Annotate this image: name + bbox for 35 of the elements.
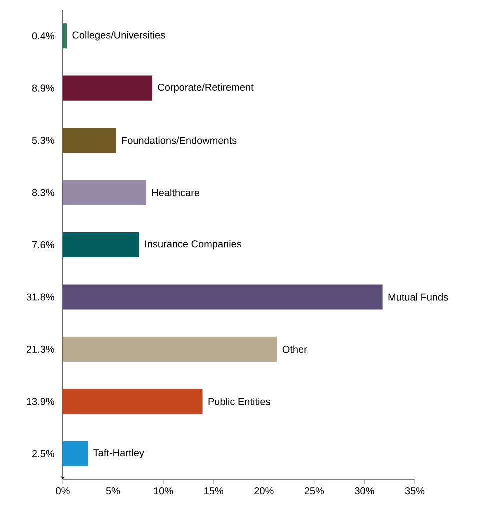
y-tick-label: Foundations/Endowments: [122, 136, 237, 144]
y-tick-label: Other: [282, 346, 308, 354]
bar: [63, 24, 68, 49]
bar: [63, 284, 383, 310]
x-tick-label: 30%: [355, 488, 374, 495]
bar: [63, 180, 146, 206]
y-tick-label: Colleges/Universities: [72, 31, 166, 41]
bar: [63, 232, 140, 258]
x-tick-label: 35%: [405, 488, 425, 495]
y-tick-label: Public Entities: [208, 398, 270, 406]
data-label: 31.8%: [26, 294, 54, 301]
y-tick-label: Healthcare: [152, 189, 200, 196]
y-tick-label: Taft-Hartley: [94, 449, 144, 459]
x-tick-label: 20%: [254, 488, 274, 495]
bar: [63, 128, 116, 154]
data-label: 8.3%: [32, 189, 54, 196]
bar: [63, 389, 203, 414]
data-label: 7.6%: [32, 241, 54, 249]
x-tick-label: 25%: [304, 488, 324, 495]
data-label: 13.9%: [27, 398, 54, 406]
y-tick-label: Mutual Funds: [388, 294, 448, 301]
x-tick-label: 0%: [56, 488, 70, 495]
data-label: 2.5%: [32, 450, 54, 458]
data-label: 5.3%: [32, 137, 54, 144]
data-label: 8.9%: [32, 84, 54, 92]
x-tick-label: 5%: [106, 488, 120, 495]
x-tick-label: 15%: [204, 488, 224, 495]
y-tick-label: Corporate/Retirement: [158, 84, 254, 93]
data-label: 21.3%: [26, 346, 54, 353]
bar: [63, 441, 88, 466]
x-tick-label: 10%: [154, 488, 174, 495]
bar: [63, 336, 278, 362]
bar: [63, 76, 153, 101]
data-label: 0.4%: [32, 32, 54, 40]
y-tick-label: Insurance Companies: [146, 240, 242, 250]
